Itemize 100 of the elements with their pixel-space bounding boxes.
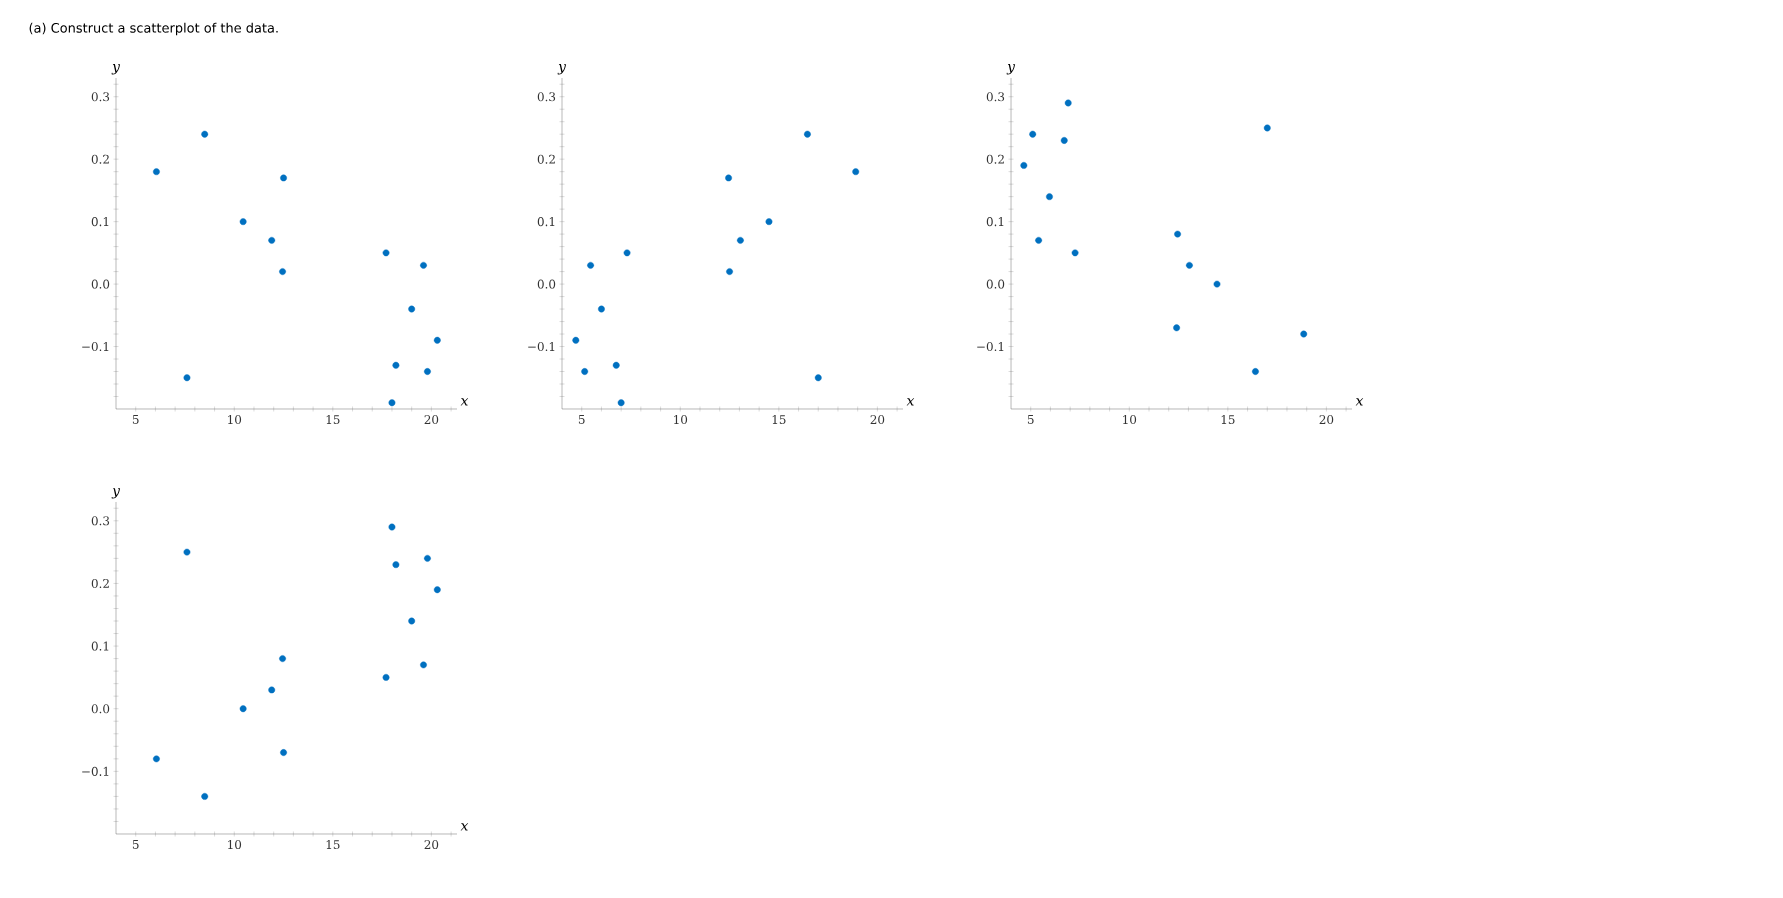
x-tick-label: 15	[326, 415, 340, 425]
x-axis-title: x	[460, 823, 469, 831]
x-tick-label: 5	[578, 415, 585, 424]
point	[268, 236, 276, 244]
point	[612, 361, 620, 369]
point	[623, 249, 631, 257]
point	[1174, 230, 1181, 238]
y-axis-title: y	[557, 64, 567, 75]
point	[239, 218, 247, 226]
point	[279, 268, 286, 275]
point	[1252, 368, 1259, 375]
point	[1046, 193, 1053, 201]
point	[183, 548, 191, 556]
x-axis-title: x	[1355, 398, 1364, 406]
y-tick-label: 0.3	[986, 92, 1005, 102]
point	[280, 174, 287, 182]
chart-title: (a) Construct a scatterplot of the data.	[29, 22, 278, 36]
point	[1186, 261, 1193, 269]
y-tick-label: 0.3	[91, 92, 110, 102]
y-tick-label: 0.0	[986, 279, 1005, 289]
point	[424, 554, 431, 562]
x-tick-label: 5	[132, 840, 139, 849]
point	[420, 661, 427, 669]
x-axis-title: x	[460, 398, 469, 406]
y-axis-title: y	[111, 64, 121, 75]
x-tick-label: 5	[132, 415, 139, 424]
y-axis-title: y	[111, 488, 121, 499]
point	[765, 218, 773, 226]
point	[280, 749, 287, 756]
point	[408, 617, 416, 625]
x-axis-title: x	[906, 398, 915, 406]
point	[852, 168, 860, 176]
point	[382, 249, 390, 257]
point	[1071, 249, 1079, 257]
y-tick-label: 0.1	[91, 217, 109, 227]
point	[726, 268, 733, 275]
point	[279, 655, 286, 662]
point	[737, 236, 744, 244]
point	[153, 168, 160, 176]
point	[587, 261, 594, 269]
point	[1035, 236, 1043, 244]
x-tick-label: 10	[674, 415, 688, 425]
point	[408, 305, 416, 313]
point	[382, 674, 390, 681]
x-tick-label: 20	[424, 840, 439, 850]
y-tick-label: −0.1	[977, 342, 1004, 352]
x-tick-label: 20	[870, 415, 885, 425]
point	[183, 374, 191, 382]
y-tick-label: 0.2	[91, 154, 109, 164]
point	[420, 261, 427, 269]
y-tick-label: −0.1	[528, 342, 555, 352]
x-tick-label: 10	[228, 840, 242, 850]
point	[1300, 330, 1308, 338]
y-tick-label: 0.0	[91, 704, 110, 714]
point	[201, 130, 209, 138]
point	[1060, 137, 1068, 144]
point	[201, 793, 209, 800]
point	[433, 336, 441, 344]
point	[617, 399, 625, 407]
x-tick-label: 15	[326, 840, 340, 850]
x-tick-label: 15	[772, 415, 786, 425]
x-tick-label: 5	[1027, 415, 1034, 424]
y-tick-label: 0.2	[986, 154, 1004, 164]
x-tick-label: 10	[228, 415, 242, 425]
y-tick-label: 0.3	[91, 516, 110, 526]
y-tick-label: 0.1	[986, 217, 1004, 227]
point	[424, 368, 431, 375]
point	[1213, 280, 1221, 288]
point	[1029, 130, 1037, 138]
x-tick-label: 20	[424, 415, 439, 425]
y-tick-label: 0.2	[91, 578, 109, 588]
y-tick-label: 0.0	[537, 279, 556, 289]
point	[598, 305, 605, 313]
point	[388, 523, 396, 531]
point	[388, 399, 396, 407]
y-tick-label: −0.1	[82, 342, 109, 352]
point	[581, 368, 589, 375]
point	[1263, 124, 1271, 132]
point	[1020, 162, 1028, 169]
point	[153, 755, 160, 763]
y-tick-label: 0.0	[91, 279, 110, 289]
point	[725, 174, 732, 182]
point	[804, 130, 811, 138]
point	[433, 586, 441, 594]
x-tick-label: 15	[1221, 415, 1235, 425]
point	[268, 686, 276, 694]
y-tick-label: 0.2	[537, 154, 555, 164]
x-tick-label: 10	[1123, 415, 1137, 425]
x-tick-label: 20	[1319, 415, 1334, 425]
y-tick-label: 0.3	[537, 92, 556, 102]
point	[392, 561, 400, 569]
point	[239, 705, 247, 713]
y-tick-label: 0.1	[537, 217, 555, 227]
point	[1173, 324, 1180, 332]
y-tick-label: −0.1	[82, 766, 109, 776]
point	[572, 336, 580, 344]
y-axis-title: y	[1006, 64, 1016, 75]
point	[814, 374, 822, 382]
y-tick-label: 0.1	[91, 641, 109, 651]
point	[392, 361, 400, 369]
